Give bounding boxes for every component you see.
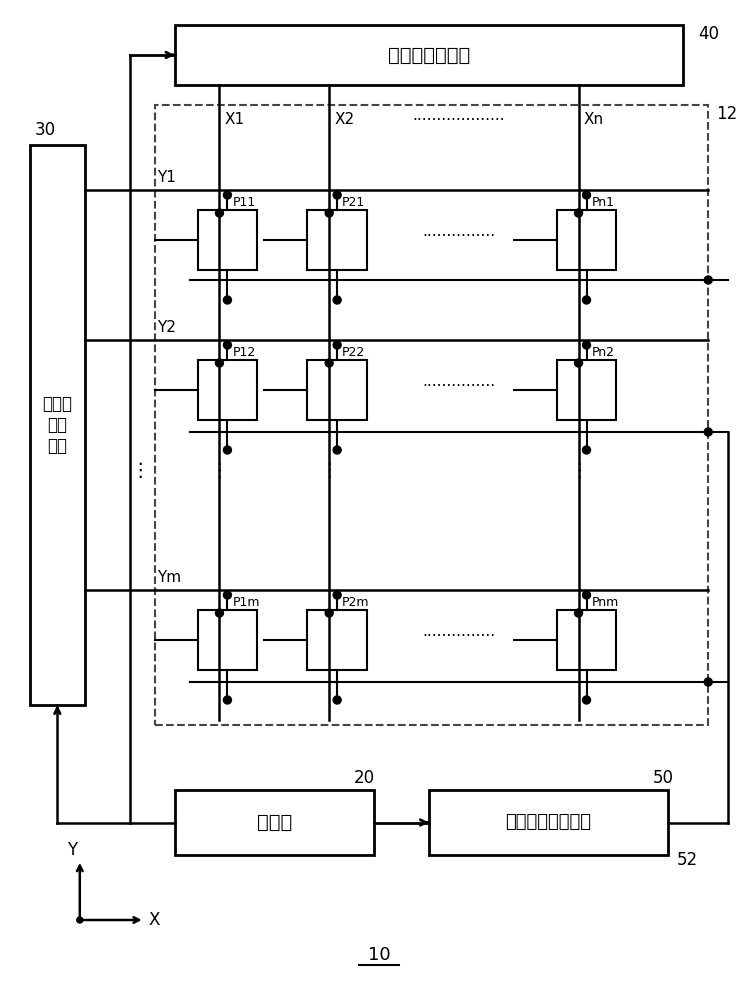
- Text: 数据线驱动电路: 数据线驱动电路: [388, 45, 470, 64]
- Circle shape: [574, 359, 583, 367]
- Bar: [175, 25, 684, 85]
- Text: 50: 50: [653, 769, 674, 787]
- Text: P12: P12: [233, 346, 256, 359]
- Bar: [155, 105, 708, 725]
- Text: 30: 30: [35, 121, 56, 139]
- Text: 扫描线
驱动
电路: 扫描线 驱动 电路: [42, 395, 72, 455]
- Text: Ym: Ym: [157, 570, 181, 585]
- Text: ···············: ···············: [422, 230, 496, 244]
- Text: Y1: Y1: [157, 170, 175, 186]
- Text: 52: 52: [676, 851, 698, 869]
- Circle shape: [224, 341, 231, 349]
- Text: P1m: P1m: [233, 595, 260, 608]
- Circle shape: [333, 446, 341, 454]
- Bar: [198, 210, 257, 270]
- Circle shape: [583, 696, 591, 704]
- Text: X1: X1: [224, 112, 244, 127]
- Text: X2: X2: [334, 112, 354, 127]
- Circle shape: [583, 296, 591, 304]
- Circle shape: [333, 191, 341, 199]
- Bar: [30, 145, 85, 705]
- Circle shape: [325, 359, 333, 367]
- Bar: [429, 790, 668, 855]
- Circle shape: [583, 191, 591, 199]
- Circle shape: [574, 609, 583, 617]
- Bar: [307, 610, 367, 670]
- Text: P11: P11: [233, 196, 256, 209]
- Text: 10: 10: [368, 946, 390, 964]
- Circle shape: [215, 209, 224, 217]
- Text: X: X: [149, 911, 160, 929]
- Text: Pn1: Pn1: [591, 196, 614, 209]
- Bar: [557, 360, 617, 420]
- Circle shape: [583, 591, 591, 599]
- Circle shape: [224, 591, 231, 599]
- Circle shape: [574, 209, 583, 217]
- Text: 12: 12: [716, 105, 738, 123]
- Bar: [198, 360, 257, 420]
- Text: ···············: ···············: [422, 630, 496, 645]
- Text: Pn2: Pn2: [591, 346, 614, 359]
- Circle shape: [224, 191, 231, 199]
- Bar: [557, 210, 617, 270]
- Circle shape: [704, 428, 713, 436]
- Circle shape: [224, 296, 231, 304]
- Text: ⋮: ⋮: [130, 460, 149, 480]
- Text: ···············: ···············: [422, 379, 496, 394]
- Circle shape: [333, 696, 341, 704]
- Text: 20: 20: [354, 769, 374, 787]
- Circle shape: [215, 609, 224, 617]
- Text: Pnm: Pnm: [591, 595, 619, 608]
- Circle shape: [704, 276, 713, 284]
- Circle shape: [333, 296, 341, 304]
- Circle shape: [224, 696, 231, 704]
- Text: Y2: Y2: [157, 320, 175, 336]
- Text: P22: P22: [342, 346, 366, 359]
- Circle shape: [333, 341, 341, 349]
- Text: Xn: Xn: [583, 112, 603, 127]
- Circle shape: [325, 209, 333, 217]
- Text: 共用电极驱动电路: 共用电极驱动电路: [506, 814, 591, 832]
- Text: ⋮: ⋮: [569, 460, 588, 480]
- Circle shape: [325, 609, 333, 617]
- Bar: [198, 610, 257, 670]
- Circle shape: [333, 591, 341, 599]
- Circle shape: [583, 446, 591, 454]
- Text: ⋮: ⋮: [210, 460, 229, 480]
- Circle shape: [224, 446, 231, 454]
- Text: P2m: P2m: [342, 595, 369, 608]
- Circle shape: [583, 341, 591, 349]
- Bar: [557, 610, 617, 670]
- Circle shape: [77, 917, 82, 923]
- Text: Y: Y: [67, 841, 77, 859]
- Text: P21: P21: [342, 196, 366, 209]
- Bar: [307, 360, 367, 420]
- Circle shape: [704, 678, 713, 686]
- Text: 40: 40: [698, 25, 719, 43]
- Text: 控制器: 控制器: [256, 813, 292, 832]
- Text: ···················: ···················: [412, 112, 505, 127]
- Text: ⋮: ⋮: [319, 460, 339, 480]
- Bar: [307, 210, 367, 270]
- Bar: [175, 790, 374, 855]
- Circle shape: [215, 359, 224, 367]
